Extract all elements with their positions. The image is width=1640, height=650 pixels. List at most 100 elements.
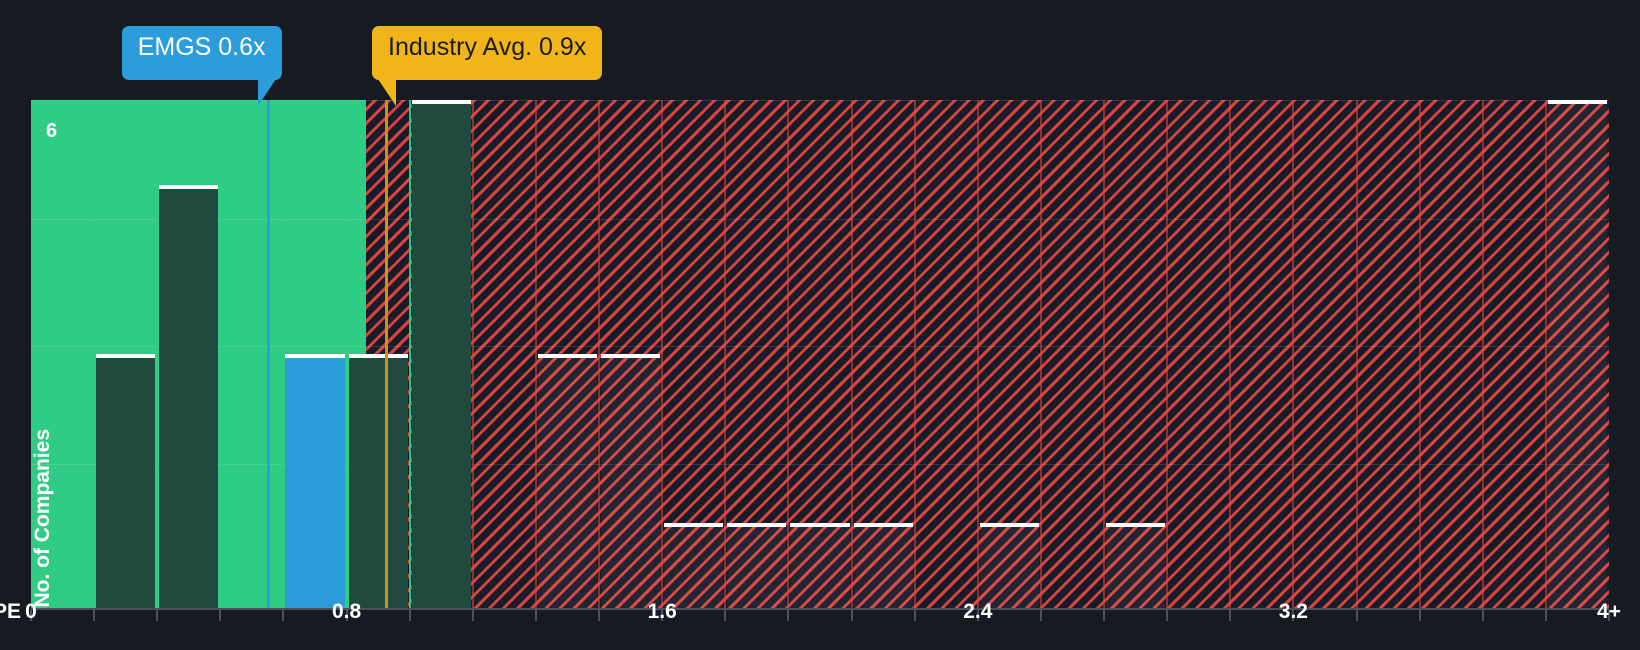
bar-cap [727,523,787,528]
cell-separator [408,100,411,608]
cell-separator [534,100,537,608]
bar[interactable] [664,523,724,608]
callout-company-label: EMGS 0.6x [137,33,266,61]
bar-fill [1106,526,1166,608]
bar-fill [348,357,408,608]
bar-fill [727,526,787,608]
cell-separator [1481,100,1484,608]
x-tick [30,610,32,621]
x-tick-label-4: 3.2 [1278,600,1308,623]
x-tick [850,610,853,621]
bar[interactable] [601,354,661,608]
bar[interactable] [853,523,913,608]
bar-fill [411,103,471,608]
cell-separator [1418,100,1421,608]
bar[interactable] [979,523,1039,608]
bar-cap [601,354,661,358]
cell-separator [1166,100,1169,608]
bar-cap [1106,523,1166,528]
x-tick [661,610,664,621]
bar-cap [853,523,913,528]
x-tick [1355,610,1358,621]
x-tick [534,610,537,621]
bar[interactable] [159,184,219,608]
bar-fill [601,357,661,608]
gridline-0 [31,100,1609,101]
bar-fill [537,357,598,608]
marker-line-emgs [266,100,270,608]
cell-separator [1292,100,1295,608]
bar-fill [979,526,1039,608]
cell-separator [1355,100,1358,608]
bar-cap [159,184,219,189]
x-tick [1229,610,1232,621]
bar[interactable] [348,354,408,608]
x-tick [724,610,727,621]
cell-separator [345,100,348,608]
cell-separator [976,100,979,608]
cell-separator [787,100,790,608]
x-tick [1608,610,1610,621]
cell-separator [282,100,285,608]
x-tick [219,610,222,621]
bar[interactable] [96,354,156,608]
bar-cap [411,100,471,104]
cell-separator [724,100,727,608]
x-tick [1166,610,1169,621]
bar[interactable] [285,354,345,608]
cell-separator [1544,100,1547,608]
x-axis-prefix-label: PE [0,600,21,623]
cell-separator [93,100,96,608]
y-axis-tick-label: 6 [46,120,58,142]
bar[interactable] [1547,100,1607,608]
bar-cap [664,523,724,528]
plot-area [31,100,1609,608]
x-tick [345,610,348,621]
x-tick [93,610,96,621]
bar[interactable] [790,523,850,608]
x-tick-label-3: 2.4 [963,600,993,623]
x-tick [1103,610,1106,621]
gridline-2 [31,345,1609,347]
cell-separator [850,100,853,608]
x-axis-line [31,608,1609,610]
bar[interactable] [1106,523,1166,608]
bar-fill [790,526,850,608]
bar-cap [537,354,598,358]
x-tick [1481,610,1484,621]
gridline-3 [31,464,1609,466]
x-tick [1544,610,1547,621]
bar[interactable] [727,523,787,608]
x-tick [976,610,979,621]
cell-separator [219,100,222,608]
bar-fill [96,357,156,608]
x-tick [598,610,601,621]
cell-separator [598,100,601,608]
bar-cap [96,354,156,358]
x-tick [408,610,411,621]
cell-separator [471,100,474,608]
x-tick [1292,610,1295,621]
bar[interactable] [411,100,471,608]
bar-fill [285,357,345,608]
x-tick [156,610,159,621]
callout-company[interactable]: EMGS 0.6x [121,26,282,106]
x-tick-label-5: 4+ [1597,600,1621,623]
callout-industry[interactable]: Industry Avg. 0.9x [372,26,603,106]
bar-fill [159,187,219,608]
bar-cap [348,354,408,358]
gridline-1 [31,218,1609,220]
callout-industry-tail [378,79,397,106]
cell-separator [156,100,159,608]
bar-fill [1547,103,1607,608]
bar-fill [664,526,724,608]
cell-separator [1229,100,1232,608]
callout-company-tail [257,79,276,106]
cell-separator [1103,100,1106,608]
marker-line-industry-avg [385,100,389,608]
x-tick [913,610,916,621]
cell-separator [913,100,916,608]
cell-separator [661,100,664,608]
bar[interactable] [537,354,598,608]
bar-cap [790,523,850,528]
